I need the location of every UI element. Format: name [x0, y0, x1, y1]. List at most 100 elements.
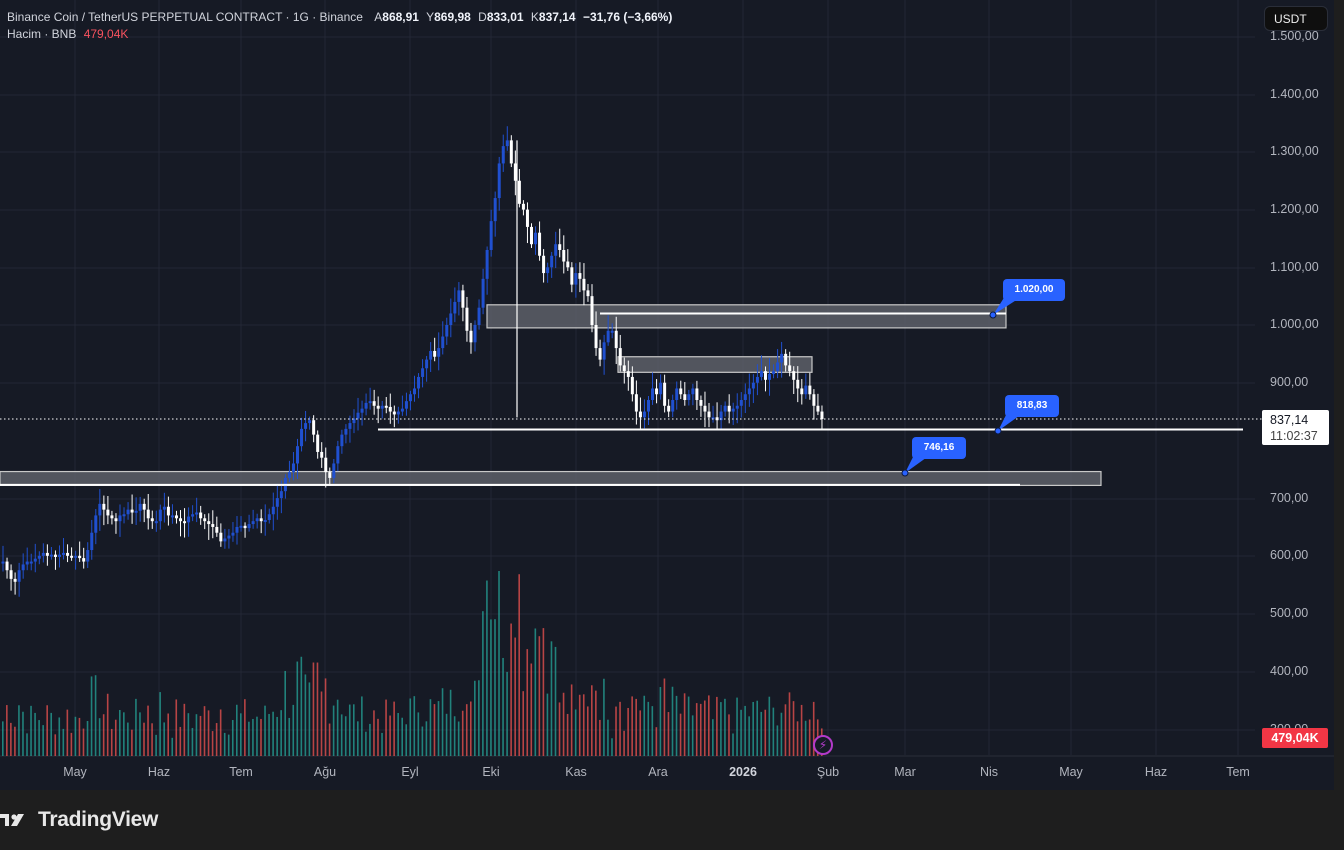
volume-label[interactable]: Hacim · BNB: [7, 27, 77, 41]
candle-body: [352, 418, 356, 424]
supply-demand-zone[interactable]: [486, 304, 1007, 329]
volume-bar: [240, 713, 242, 756]
volume-bar: [163, 722, 165, 756]
candle-body: [174, 515, 178, 519]
volume-bar: [187, 713, 190, 756]
volume-bar: [720, 702, 722, 756]
volume-bar: [776, 725, 779, 756]
candle-body: [74, 555, 78, 558]
candle-body: [336, 446, 340, 464]
price-label-anchor[interactable]: [989, 311, 997, 319]
volume-bar: [98, 718, 101, 756]
volume-bar: [651, 706, 654, 756]
candle-body: [598, 348, 602, 360]
volume-bar: [151, 723, 153, 756]
volume-bar: [615, 706, 617, 756]
candle-body: [118, 515, 122, 522]
volume-bar: [691, 715, 694, 756]
current-price: 837,14: [1270, 413, 1309, 427]
volume-bar: [296, 661, 299, 756]
candle-body: [187, 516, 191, 523]
candle-body: [53, 554, 57, 557]
candle-body: [763, 371, 767, 380]
candle-body: [122, 514, 126, 517]
volume-bar: [421, 726, 424, 756]
candle-body: [566, 261, 570, 268]
candle-body: [651, 388, 655, 401]
volume-bar: [183, 703, 186, 756]
volume-bar: [167, 713, 170, 756]
volume-bar: [106, 693, 109, 756]
volume-bar: [425, 721, 428, 756]
candle-body: [45, 552, 49, 556]
volume-bar: [26, 733, 28, 756]
candle-body: [449, 313, 453, 325]
lightning-icon[interactable]: ⚡︎: [813, 735, 833, 755]
candle-body: [727, 405, 731, 412]
candle-body: [755, 376, 759, 383]
candle-body: [493, 198, 497, 222]
candle-body: [247, 524, 251, 529]
volume-bar: [603, 678, 605, 756]
candle-body: [251, 521, 255, 525]
volume-bar: [381, 732, 383, 756]
candle-body: [610, 330, 614, 333]
candle-body: [683, 394, 687, 401]
supply-demand-zone[interactable]: [617, 356, 813, 373]
price-tick-label: 1.100,00: [1270, 260, 1319, 274]
candle-body: [517, 180, 521, 204]
candle-body: [429, 350, 433, 360]
supply-demand-zone[interactable]: [0, 470, 1102, 487]
volume-bar: [760, 711, 763, 756]
candle-body: [768, 374, 772, 380]
candle-body: [154, 521, 158, 524]
price-chart-canvas[interactable]: [0, 0, 1334, 790]
chart-pane[interactable]: [0, 0, 1334, 790]
volume-bar: [429, 699, 432, 756]
candle-body: [582, 278, 586, 291]
symbol-title[interactable]: Binance Coin / TetherUS PERPETUAL CONTRA…: [7, 10, 363, 24]
price-label-bubble[interactable]: 746,16: [912, 437, 966, 459]
volume-bar: [22, 711, 24, 756]
volume-bar: [272, 711, 274, 756]
time-tick-label: Şub: [816, 765, 840, 779]
candle-body: [465, 307, 469, 331]
candle-body: [538, 232, 542, 256]
candle-body: [489, 221, 493, 250]
tradingview-logo[interactable]: TradingView: [0, 806, 158, 834]
candle-body: [477, 307, 481, 325]
candle-body: [344, 428, 348, 435]
candle-body: [110, 515, 114, 519]
candle-body: [550, 255, 554, 268]
volume-bar: [724, 698, 726, 756]
candle-body: [408, 394, 412, 402]
candle-body: [622, 365, 626, 372]
candle-body: [215, 526, 219, 533]
price-label-anchor[interactable]: [901, 469, 909, 477]
volume-bar: [123, 712, 125, 756]
currency-button[interactable]: USDT: [1264, 6, 1328, 31]
candle-body: [86, 550, 90, 562]
price-label-bubble[interactable]: 1.020,00: [1003, 279, 1065, 301]
candle-body: [239, 525, 243, 528]
low-value: 833,01: [486, 10, 524, 24]
candle-body: [33, 558, 37, 562]
volume-bar: [276, 716, 278, 756]
volume-bar: [268, 713, 270, 756]
candle-body: [473, 325, 477, 343]
price-label-bubble[interactable]: 818,83: [1005, 395, 1059, 417]
price-label-anchor[interactable]: [994, 427, 1002, 435]
candle-body: [162, 506, 166, 510]
volume-bar: [578, 694, 581, 756]
candle-body: [332, 463, 336, 478]
candle-body: [735, 405, 739, 409]
candle-body: [800, 388, 804, 395]
candle-body: [804, 385, 808, 395]
volume-bar: [344, 716, 347, 756]
candle-body: [509, 140, 513, 164]
volume-bar: [655, 727, 658, 756]
volume-bar: [627, 707, 629, 756]
candle-body: [659, 382, 663, 395]
price-tick-label: 1.500,00: [1270, 29, 1319, 43]
volume-bar: [812, 701, 815, 756]
